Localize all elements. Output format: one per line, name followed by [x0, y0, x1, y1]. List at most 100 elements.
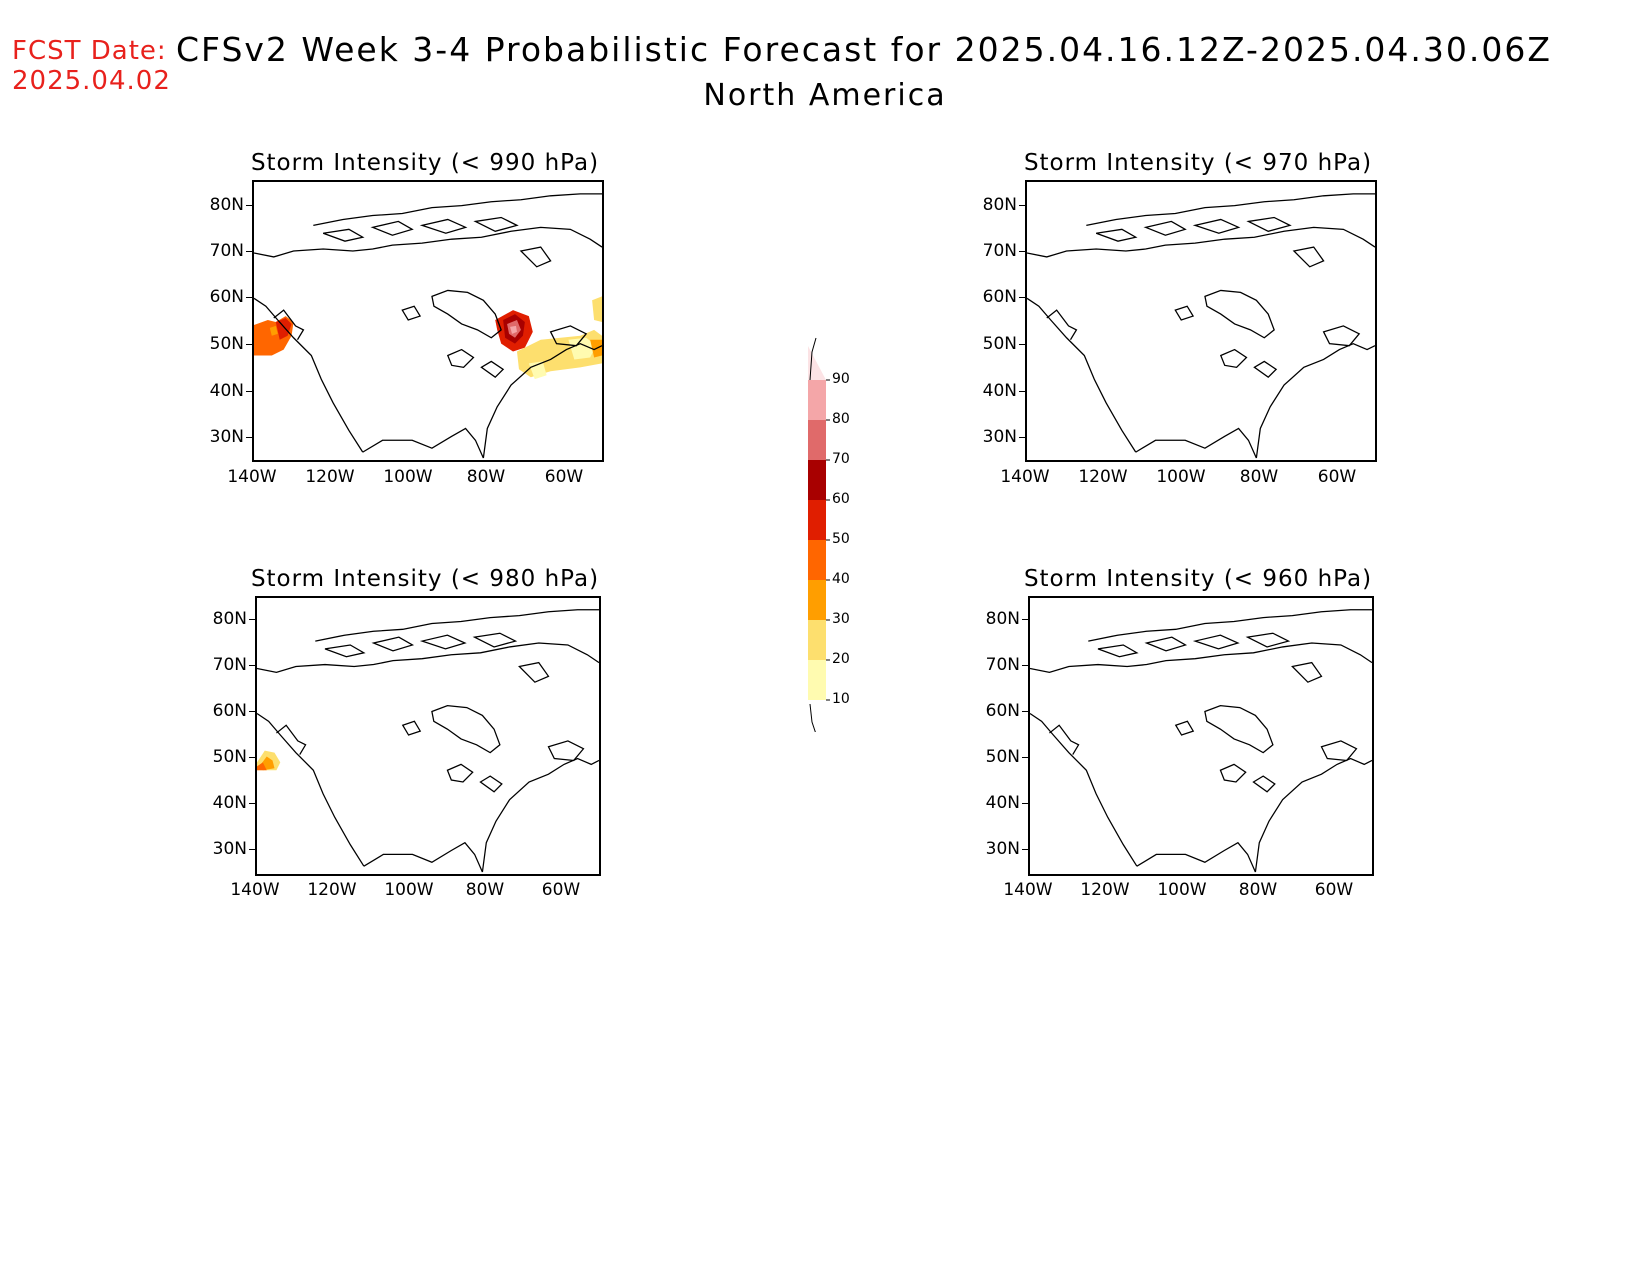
lat-tick [249, 665, 255, 666]
probability-shading [257, 750, 281, 771]
lon-label: 120W [1080, 880, 1130, 900]
lat-label: 40N [212, 793, 247, 813]
panel-970: Storm Intensity (< 970 hPa) [973, 140, 1423, 520]
lon-label: 140W [1000, 467, 1050, 487]
lon-label: 80W [1239, 467, 1279, 487]
coastlines [254, 193, 602, 459]
colorbar-label: 80 [832, 411, 850, 427]
lat-tick [1019, 297, 1025, 298]
lat-label: 70N [212, 655, 247, 675]
colorbar-swatch [808, 460, 826, 500]
lon-label: 140W [1003, 880, 1053, 900]
lat-tick [246, 437, 252, 438]
lat-tick [246, 251, 252, 252]
panel-990: Storm Intensity (< 990 hPa) [200, 140, 650, 520]
colorbar-label: 10 [832, 691, 850, 707]
lat-label: 30N [209, 427, 244, 447]
panel-980: Storm Intensity (< 980 hPa) [203, 556, 653, 936]
lat-label: 40N [209, 381, 244, 401]
lat-label: 70N [209, 241, 244, 261]
colorbar-swatch [808, 660, 826, 700]
lat-label: 60N [982, 287, 1017, 307]
lat-label: 50N [209, 334, 244, 354]
lat-label: 30N [212, 839, 247, 859]
lat-label: 30N [982, 427, 1017, 447]
lat-tick [1019, 437, 1025, 438]
lon-label: 60W [541, 880, 581, 900]
colorbar-label: 30 [832, 611, 850, 627]
lon-label: 120W [307, 880, 357, 900]
lat-tick [1019, 344, 1025, 345]
lat-tick [1022, 665, 1028, 666]
map-frame [1028, 596, 1374, 876]
lat-tick [1022, 849, 1028, 850]
lat-tick [1022, 757, 1028, 758]
lat-tick [1022, 711, 1028, 712]
panel-title: Storm Intensity (< 980 hPa) [250, 566, 600, 592]
forecast-date-block: FCST Date: 2025.04.02 [12, 36, 171, 96]
coastlines [257, 609, 599, 873]
lat-tick [1019, 391, 1025, 392]
map-svg [1027, 193, 1375, 459]
colorbar-swatch [808, 500, 826, 540]
panel-title: Storm Intensity (< 990 hPa) [250, 150, 600, 176]
lat-tick [1019, 251, 1025, 252]
lat-label: 50N [212, 747, 247, 767]
colorbar-swatch [808, 346, 826, 380]
lat-label: 80N [982, 195, 1017, 215]
panel-title: Storm Intensity (< 960 hPa) [1023, 566, 1373, 592]
lat-label: 80N [209, 195, 244, 215]
lat-tick [249, 619, 255, 620]
colorbar-label: 40 [832, 571, 850, 587]
colorbar-label: 20 [832, 651, 850, 667]
lon-label: 100W [1157, 880, 1207, 900]
lon-label: 100W [383, 467, 433, 487]
colorbar-label: 60 [832, 491, 850, 507]
lon-label: 80W [466, 467, 506, 487]
lon-label: 120W [1078, 467, 1128, 487]
colorbar-swatch [808, 580, 826, 620]
colorbar-label: 50 [832, 531, 850, 547]
map-frame [1025, 180, 1377, 462]
lat-tick [249, 711, 255, 712]
lon-label: 80W [1238, 880, 1278, 900]
lat-label: 50N [982, 334, 1017, 354]
lat-tick [246, 297, 252, 298]
lat-tick [1019, 205, 1025, 206]
panel-960: Storm Intensity (< 960 hPa) [976, 556, 1426, 936]
lat-tick [246, 205, 252, 206]
colorbar-top-cap [809, 337, 817, 381]
lat-tick [249, 849, 255, 850]
lat-label: 50N [985, 747, 1020, 767]
panel-title: Storm Intensity (< 970 hPa) [1023, 150, 1373, 176]
lat-label: 70N [982, 241, 1017, 261]
colorbar-swatch [808, 380, 826, 420]
lon-label: 100W [1156, 467, 1206, 487]
colorbar-swatch [808, 420, 826, 460]
coastlines [1027, 193, 1375, 459]
lon-label: 60W [1314, 880, 1354, 900]
lat-tick [246, 344, 252, 345]
page-title: CFSv2 Week 3-4 Probabilistic Forecast fo… [176, 30, 1552, 69]
lon-label: 120W [305, 467, 355, 487]
lat-tick [1022, 803, 1028, 804]
lat-label: 60N [209, 287, 244, 307]
lat-label: 40N [985, 793, 1020, 813]
coastlines [1030, 609, 1372, 873]
lat-label: 80N [985, 609, 1020, 629]
lat-label: 60N [212, 701, 247, 721]
lat-label: 40N [982, 381, 1017, 401]
forecast-date-value: 2025.04.02 [12, 66, 171, 96]
lon-label: 60W [1317, 467, 1357, 487]
lon-label: 140W [230, 880, 280, 900]
map-svg [254, 193, 602, 459]
lat-label: 70N [985, 655, 1020, 675]
lon-label: 140W [227, 467, 277, 487]
map-svg [1030, 609, 1372, 873]
lon-label: 60W [544, 467, 584, 487]
colorbar-bottom-cap [809, 703, 817, 735]
probability-shading [254, 296, 602, 380]
map-frame [252, 180, 604, 462]
probability-colorbar: 90 80 70 60 50 40 30 20 10 [808, 332, 878, 735]
lat-tick [249, 803, 255, 804]
